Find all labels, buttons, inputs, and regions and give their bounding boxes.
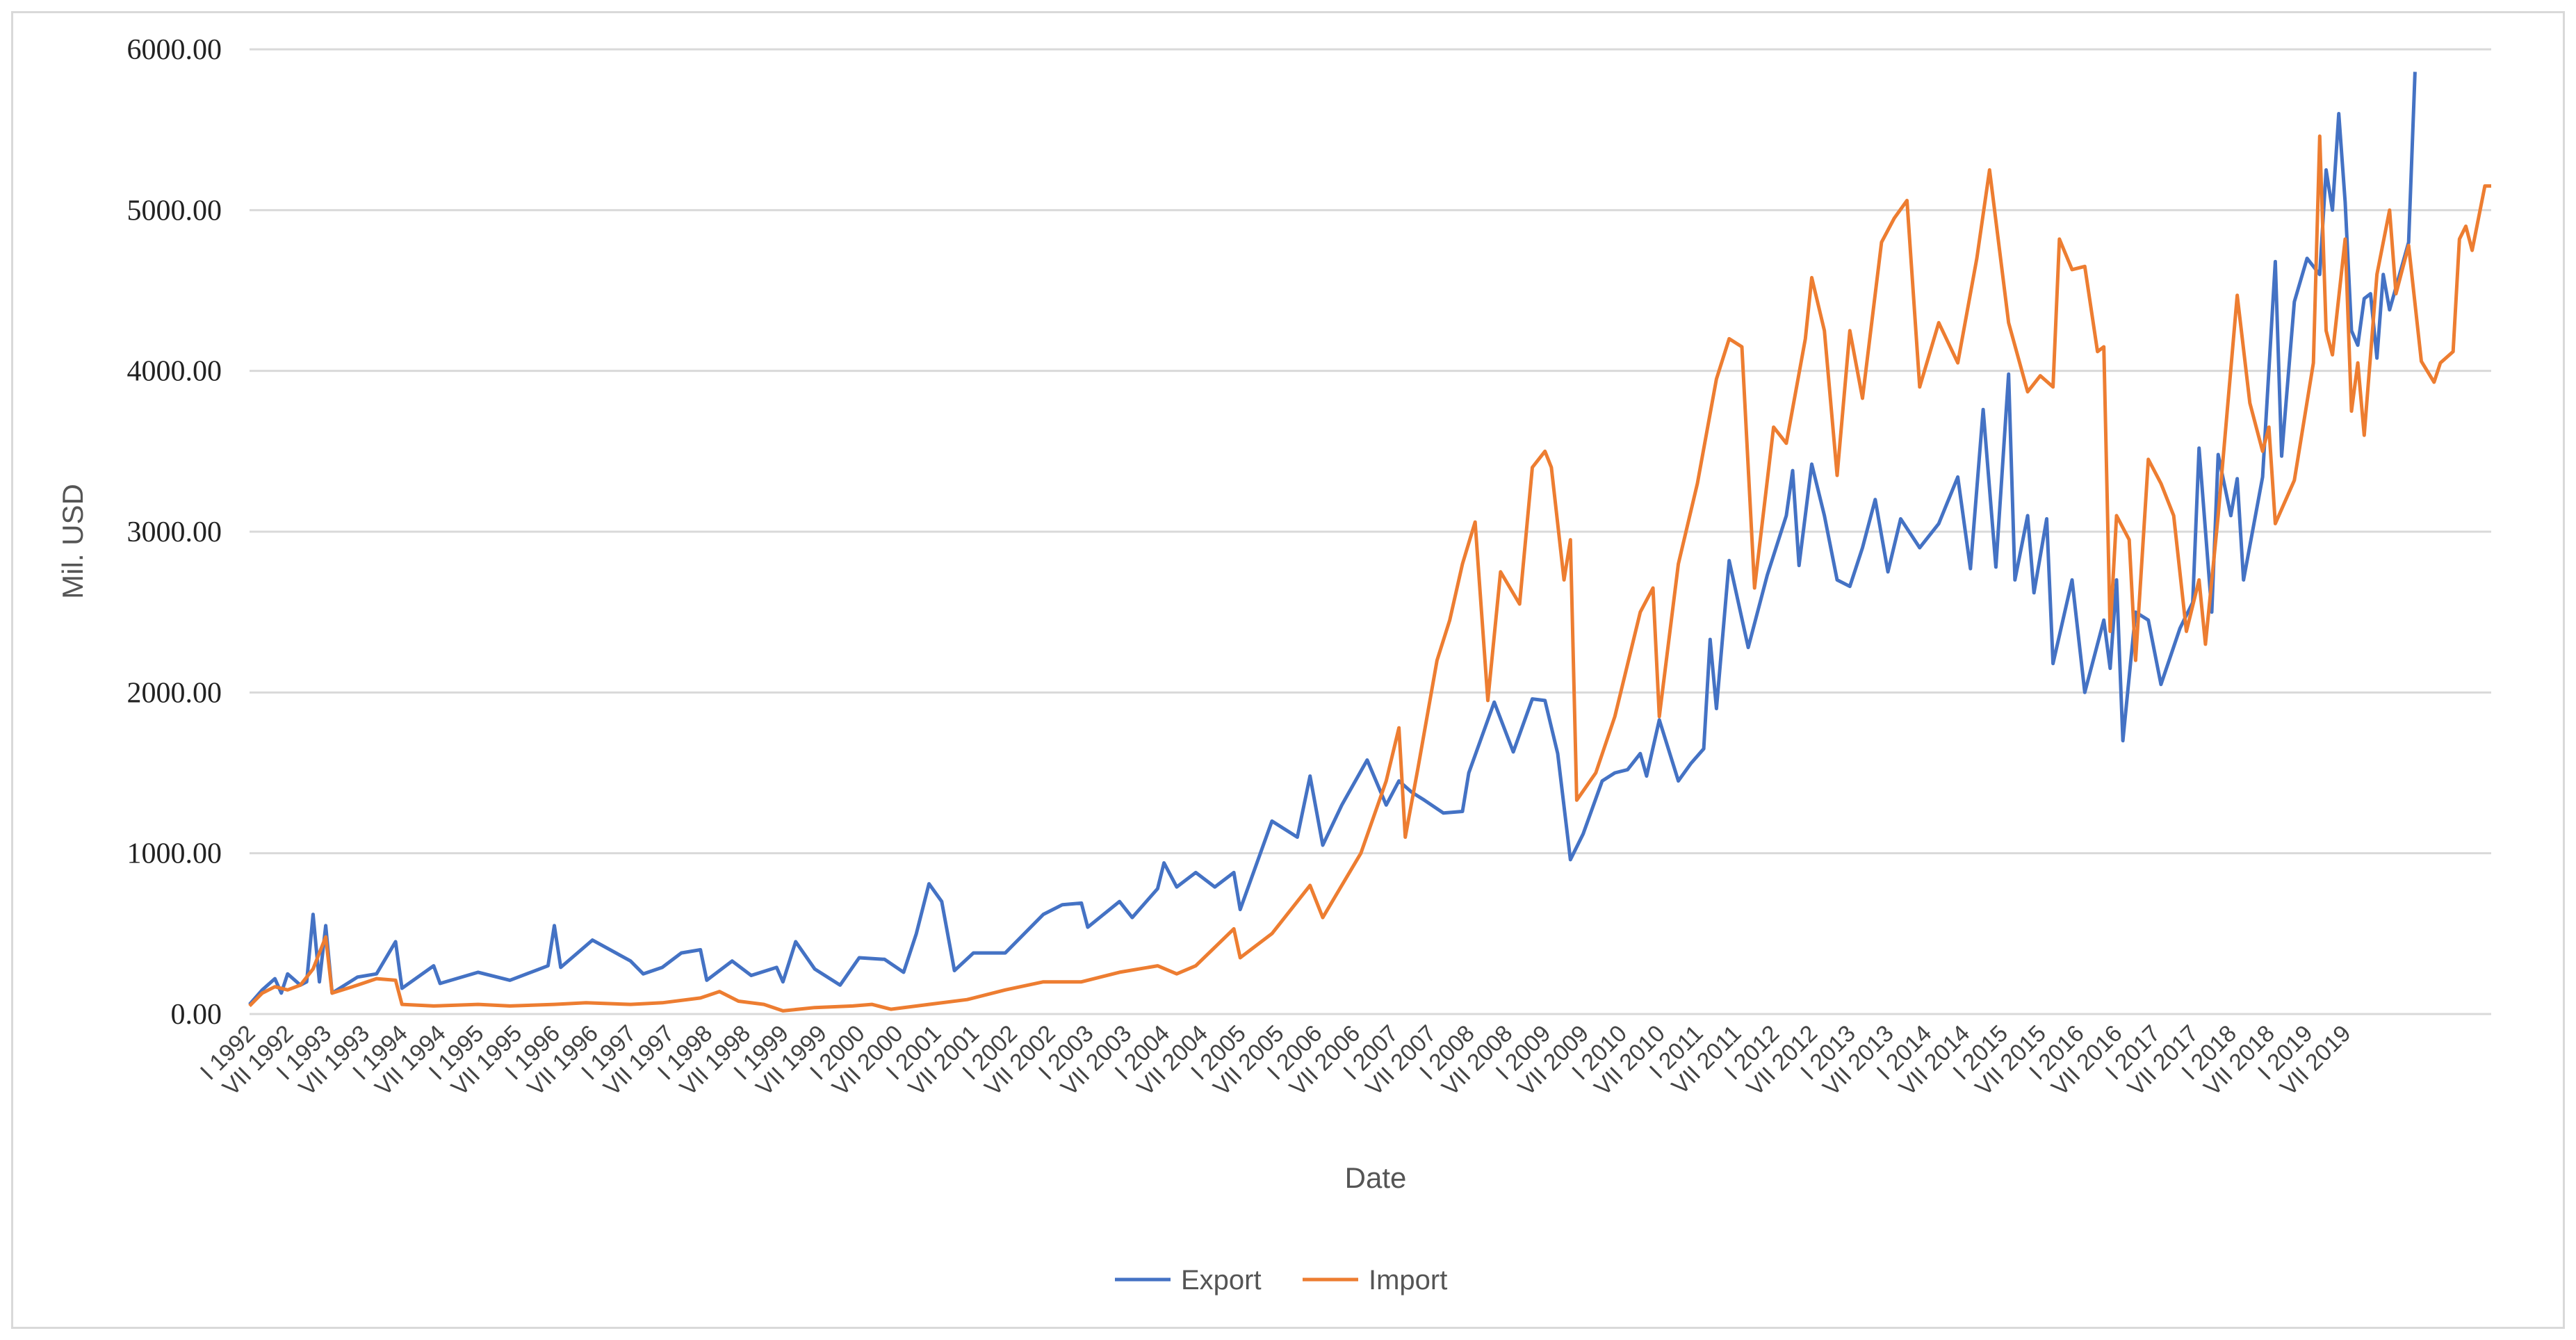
series-line-export <box>248 72 2417 1006</box>
chart-frame: 0.00 1000.00 2000.00 3000.00 4000.00 5000.00 6… <box>11 11 2565 1329</box>
y-axis-label: Mil. USD <box>56 484 89 599</box>
series-line-import <box>248 134 2491 1013</box>
y-tick-label: 6000.00 <box>127 34 222 66</box>
line-chart: 0.00 1000.00 2000.00 3000.00 4000.00 5000.00 6… <box>56 34 2491 1296</box>
y-tick-label: 3000.00 <box>127 516 222 548</box>
series-lines <box>248 72 2491 1013</box>
y-tick-label: 0.00 <box>171 999 222 1031</box>
y-tick-label: 4000.00 <box>127 356 222 388</box>
y-tick-label: 1000.00 <box>127 838 222 870</box>
x-axis-label: Date <box>1345 1161 1407 1194</box>
y-tick-label: 2000.00 <box>127 677 222 709</box>
y-tick-labels: 0.00 1000.00 2000.00 3000.00 4000.00 5000.00 6… <box>127 34 222 1031</box>
legend-label-export: Export <box>1181 1265 1262 1296</box>
legend: Export Import <box>1115 1265 1447 1296</box>
y-tick-label: 5000.00 <box>127 195 222 227</box>
legend-label-import: Import <box>1369 1265 1447 1296</box>
gridlines <box>250 48 2491 1015</box>
